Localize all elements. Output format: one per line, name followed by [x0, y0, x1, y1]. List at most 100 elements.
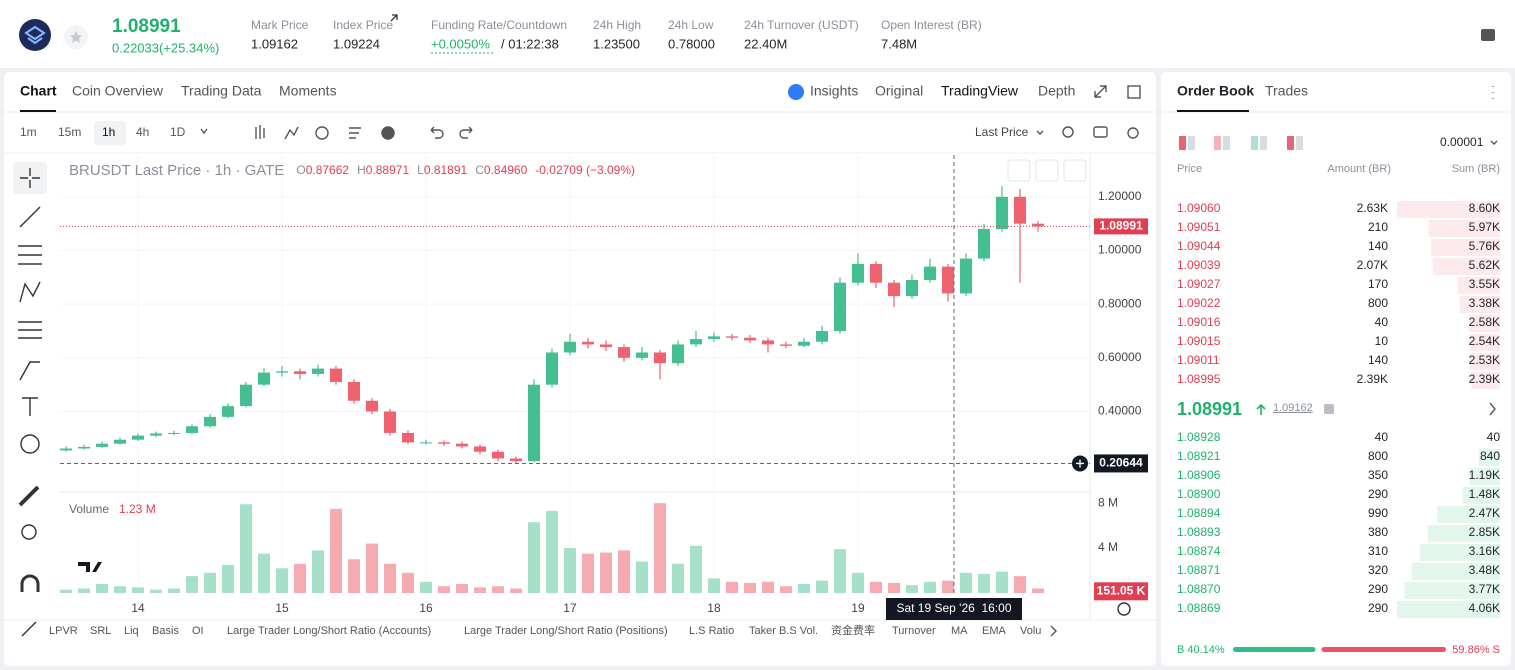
undo-icon[interactable] [430, 126, 444, 139]
candle-body [779, 344, 792, 346]
ob-amount: 140 [1368, 353, 1388, 367]
candle-body [707, 336, 720, 340]
text-tool[interactable] [22, 397, 38, 416]
line-tool[interactable] [19, 206, 41, 228]
indicator-tab[interactable]: MA [951, 625, 968, 637]
chart-button[interactable] [1035, 159, 1059, 182]
chart-button[interactable] [1007, 159, 1031, 182]
interval[interactable]: 15m [58, 125, 81, 139]
candle-body [671, 344, 684, 364]
layout-icon[interactable] [1214, 136, 1221, 150]
notes-icon[interactable] [1481, 29, 1495, 41]
ob-price: 1.08893 [1177, 525, 1221, 539]
x-tick-label: 14 [131, 601, 145, 615]
interval[interactable]: 1h [102, 125, 115, 139]
replay-icon[interactable] [315, 126, 329, 140]
measure-tool[interactable] [18, 485, 40, 507]
view-tab[interactable]: TradingView [941, 83, 1019, 99]
scroll-right[interactable] [1050, 625, 1057, 637]
chart-tab[interactable]: Coin Overview [72, 83, 164, 99]
ob-tab[interactable]: Trades [1265, 83, 1308, 99]
depth-bar [1462, 487, 1500, 504]
ob-sum: 840 [1480, 449, 1500, 463]
candle-body [491, 451, 504, 459]
indicator-tab[interactable]: Liq [124, 625, 139, 637]
candle-type-icon[interactable] [255, 125, 265, 139]
layout-icon[interactable] [1287, 136, 1294, 150]
indicator-tab[interactable]: LPVR [49, 625, 78, 637]
candle-body [905, 280, 918, 297]
chart-button[interactable] [1063, 159, 1087, 182]
fullscreen-icon[interactable] [1094, 85, 1107, 98]
volume-bar [689, 545, 702, 593]
emoji-tool[interactable] [20, 434, 40, 454]
chevron-icon[interactable] [1489, 402, 1496, 416]
indicator-tab[interactable]: Taker B.S Vol. [749, 625, 818, 637]
layout-icon[interactable] [1251, 136, 1258, 150]
ob-sum: 2.54K [1469, 334, 1500, 348]
candle-body [977, 229, 990, 259]
layout-icon[interactable] [1188, 136, 1195, 150]
cursor-tool[interactable] [20, 168, 40, 188]
shield-icon [1324, 404, 1334, 414]
ob-amount: 990 [1368, 506, 1388, 520]
stat-value: 7.48M [881, 36, 917, 51]
indicator-tab[interactable]: Volu [1020, 625, 1041, 637]
candle-body [617, 347, 630, 358]
ob-sum: 2.53K [1469, 353, 1500, 367]
indicator-icon[interactable] [284, 126, 299, 140]
view-tab[interactable]: Insights [810, 83, 858, 99]
layout-icon[interactable] [1179, 136, 1186, 150]
buy-ratio-bar [1233, 647, 1316, 652]
interval[interactable]: 1m [20, 125, 37, 139]
volume-bar [221, 564, 234, 593]
brush-tool[interactable] [19, 361, 40, 381]
volume-bar [923, 581, 936, 593]
pattern-tool[interactable] [19, 281, 41, 303]
camera-icon[interactable] [1093, 126, 1108, 138]
window-icon[interactable] [1127, 85, 1141, 99]
chart-tab[interactable]: Chart [20, 83, 57, 99]
indicator-tab[interactable]: L.S Ratio [689, 625, 734, 637]
indicator-tab[interactable]: Large Trader Long/Short Ratio (Accounts) [227, 625, 431, 637]
settings-icon[interactable] [1117, 602, 1131, 616]
ob-amount: 140 [1368, 239, 1388, 253]
indicator-tab[interactable]: SRL [90, 625, 111, 637]
zoom-tool[interactable] [21, 524, 37, 540]
settings-icon[interactable] [1127, 127, 1139, 139]
ob-tab[interactable]: Order Book [1177, 83, 1254, 99]
volume-bar [401, 572, 414, 593]
indicator-tab[interactable]: EMA [982, 625, 1007, 637]
indicator-tab[interactable]: Basis [152, 625, 179, 637]
layout-icon[interactable] [1223, 136, 1230, 150]
template-icon[interactable] [349, 127, 361, 139]
chart-tab[interactable]: Trading Data [181, 83, 262, 99]
search-icon[interactable] [1062, 126, 1074, 138]
view-tab[interactable]: Depth [1038, 83, 1075, 99]
indicator-tab[interactable]: OI [192, 625, 204, 637]
interval[interactable]: 1D [170, 125, 186, 139]
redo-icon[interactable] [459, 126, 473, 139]
volume-value: 1.23 M [119, 502, 156, 516]
drawing-toolbar [13, 162, 47, 637]
x-tick-label: 16 [419, 601, 433, 615]
indicator-tab[interactable]: Large Trader Long/Short Ratio (Positions… [464, 625, 668, 637]
indicator-tab[interactable]: 资金费率 [831, 623, 875, 637]
add-icon[interactable] [381, 126, 395, 140]
legend-change: -0.02709 (−3.09%) [535, 163, 635, 177]
last-price: 1.08991 [112, 16, 181, 37]
magnet-tool[interactable] [20, 574, 40, 592]
candle-body [329, 368, 342, 382]
fib-tool[interactable] [18, 321, 42, 339]
volume-bar [653, 503, 666, 593]
interval[interactable]: 4h [136, 125, 149, 139]
layout-icon[interactable] [1260, 136, 1267, 150]
chart-tab[interactable]: Moments [279, 83, 337, 99]
ob-amount: 310 [1368, 544, 1388, 558]
layout-icon[interactable] [1296, 136, 1303, 150]
price-source[interactable]: Last Price [975, 125, 1029, 139]
pencil-tool[interactable] [21, 621, 37, 637]
channel-tool[interactable] [18, 245, 42, 265]
view-tab[interactable]: Original [875, 83, 923, 99]
indicator-tab[interactable]: Turnover [892, 625, 936, 637]
